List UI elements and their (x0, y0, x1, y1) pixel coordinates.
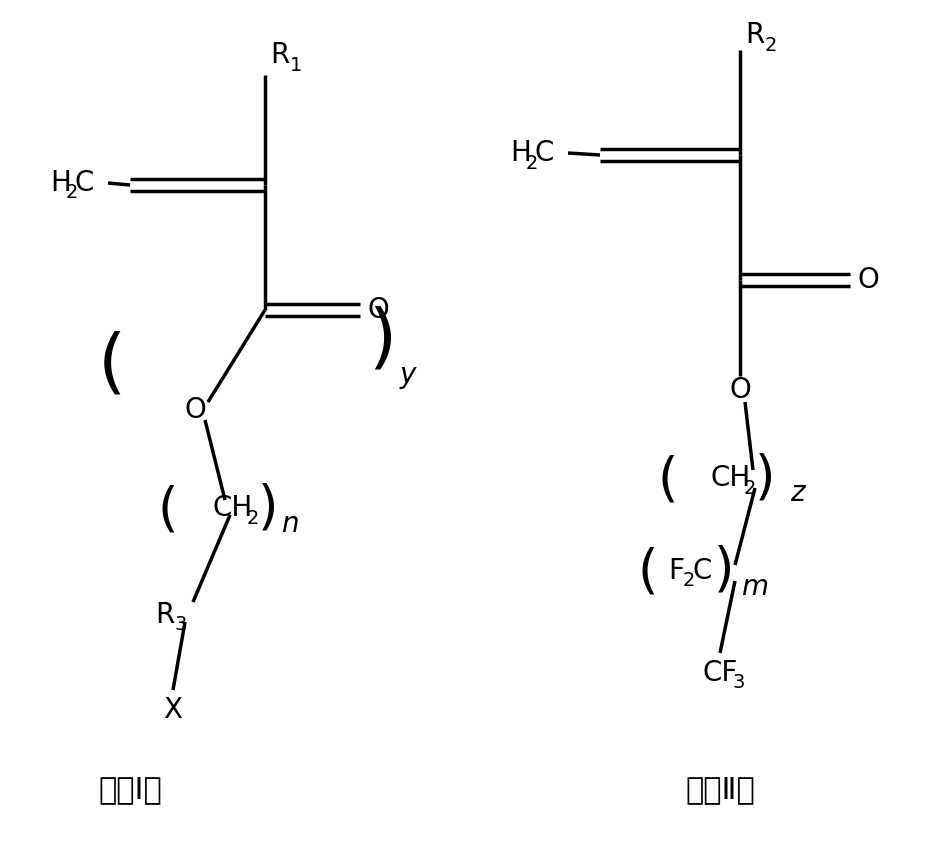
Text: O: O (367, 296, 389, 324)
Text: R: R (270, 41, 289, 69)
Text: R: R (745, 21, 764, 49)
Text: 2: 2 (66, 182, 79, 201)
Text: z: z (790, 479, 804, 507)
Text: (: ( (637, 547, 658, 599)
Text: 2: 2 (247, 508, 259, 528)
Text: （式Ⅰ）: （式Ⅰ） (98, 776, 162, 804)
Text: C: C (692, 557, 711, 585)
Text: y: y (400, 361, 416, 389)
Text: O: O (184, 396, 205, 424)
Text: 1: 1 (290, 56, 302, 74)
Text: （式Ⅱ）: （式Ⅱ） (685, 776, 755, 804)
Text: (: ( (158, 484, 178, 536)
Text: CH: CH (213, 494, 253, 522)
Text: 2: 2 (744, 479, 757, 497)
Text: 2: 2 (526, 153, 539, 173)
Text: n: n (281, 510, 299, 538)
Text: ): ) (755, 452, 776, 504)
Text: CH: CH (710, 464, 750, 492)
Text: (: ( (658, 454, 678, 506)
Text: ): ) (714, 545, 735, 597)
Text: 2: 2 (765, 35, 777, 55)
Text: (: ( (98, 330, 126, 400)
Text: m: m (742, 573, 769, 601)
Text: 3: 3 (733, 674, 745, 692)
Text: 3: 3 (175, 615, 188, 635)
Text: CF: CF (702, 659, 738, 687)
Text: H: H (510, 139, 531, 167)
Text: R: R (155, 601, 174, 629)
Text: C: C (74, 169, 94, 197)
Text: ): ) (258, 482, 278, 534)
Text: O: O (729, 376, 751, 404)
Text: H: H (50, 169, 71, 197)
Text: ): ) (368, 305, 396, 374)
Text: C: C (534, 139, 553, 167)
Text: F: F (668, 557, 684, 585)
Text: O: O (857, 266, 879, 294)
Text: 2: 2 (683, 572, 695, 590)
Text: X: X (164, 696, 183, 724)
